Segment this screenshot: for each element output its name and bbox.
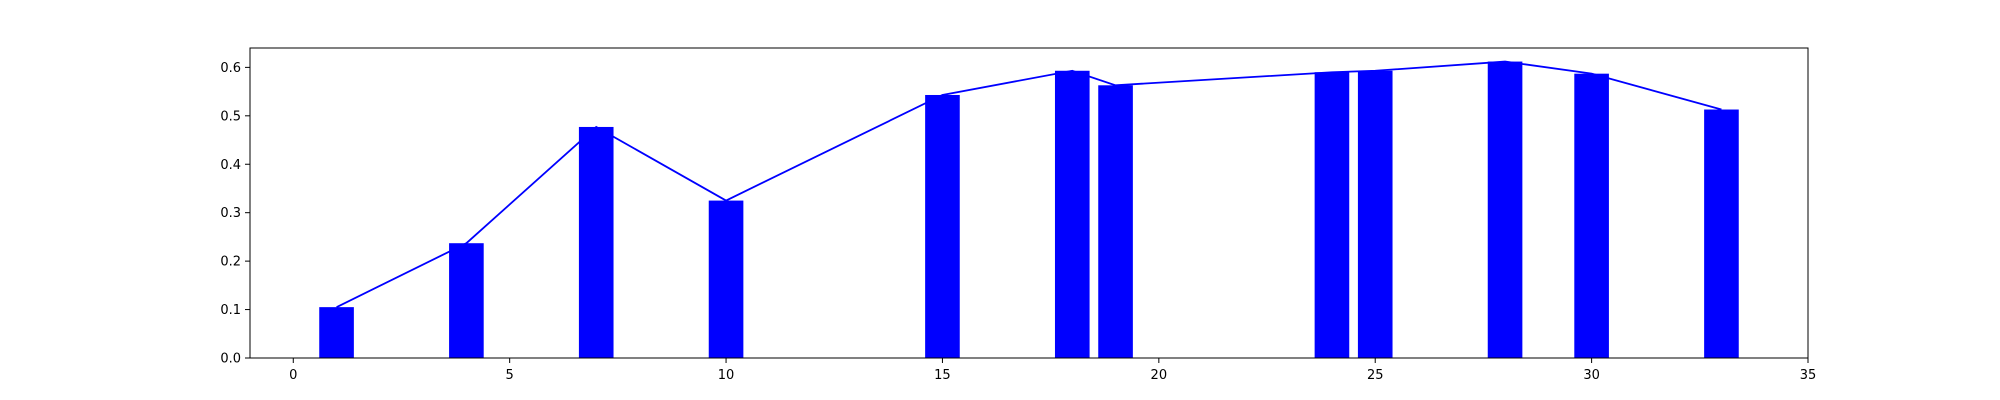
plot-frame [249,47,1809,359]
y-axis: 0.0 0.1 0.2 0.3 0.4 0.5 0.6 [220,61,250,367]
y-tick-label: 0.4 [220,158,241,173]
y-tick-label: 0.0 [220,352,241,367]
bar [1357,70,1393,358]
bar [708,200,744,358]
bar [925,94,960,358]
y-tick-label: 0.3 [220,206,241,221]
y-tick-label: 0.1 [220,303,241,318]
x-tick-label: 15 [934,368,951,383]
bar [1574,73,1609,358]
bar [1487,61,1523,358]
x-tick-label: 5 [506,368,514,383]
x-tick-label: 20 [1151,368,1168,383]
bar [449,243,484,358]
bar [1054,70,1090,358]
bar [1704,109,1739,358]
x-tick-label: 35 [1800,368,1817,383]
x-tick-label: 10 [718,368,735,383]
bar [319,307,354,358]
bars-group [319,61,1739,358]
x-tick-label: 0 [289,368,297,383]
bar [578,126,614,358]
y-tick-label: 0.2 [220,255,241,270]
bar [1314,72,1350,358]
series-line [336,60,1722,308]
x-tick-label: 25 [1367,368,1384,383]
x-axis: 0 5 10 15 20 25 30 35 [289,358,1816,383]
x-tick-label: 30 [1583,368,1600,383]
y-tick-label: 0.6 [220,61,241,76]
y-tick-label: 0.5 [220,109,241,124]
bar [1098,85,1133,358]
